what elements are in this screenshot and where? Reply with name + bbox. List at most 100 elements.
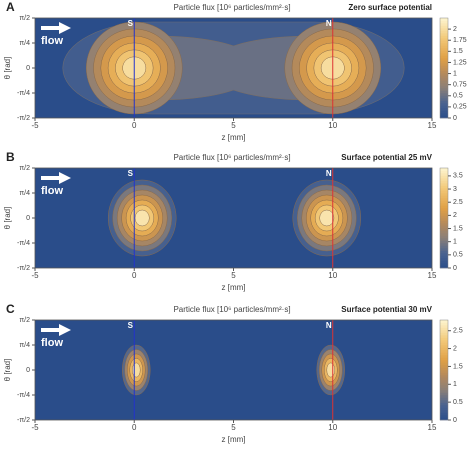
colorbar-tick-label: 1.5: [453, 48, 463, 55]
x-tick-label: 5: [231, 271, 236, 280]
colorbar-segment: [440, 400, 448, 403]
colorbar-segment: [440, 35, 448, 39]
x-tick-label: 15: [428, 423, 437, 432]
colorbar-segment: [440, 223, 448, 226]
colorbar-segment: [440, 377, 448, 381]
colorbar-tick-label: 3: [453, 186, 457, 193]
chart-title: Particle flux [10⁶ particles/mm²·s]: [173, 305, 290, 314]
colorbar-tick-label: 1: [453, 239, 457, 246]
colorbar-segment: [440, 345, 448, 348]
colorbar-segment: [440, 25, 448, 29]
colorbar-segment: [440, 335, 448, 338]
magnet-label: S: [128, 169, 134, 178]
colorbar-tick-label: 1.75: [453, 37, 467, 44]
colorbar-segment: [440, 85, 448, 89]
x-axis-label: z [mm]: [222, 133, 246, 142]
plot-area: [35, 168, 432, 268]
plot-area: [35, 18, 432, 118]
x-axis-label: z [mm]: [222, 283, 246, 292]
colorbar-tick-label: 0.5: [453, 399, 463, 406]
colorbar-segment: [440, 205, 448, 209]
colorbar-segment: [440, 190, 448, 194]
colorbar-segment: [440, 258, 448, 261]
contour-level: [131, 362, 141, 378]
panel-label: A: [6, 0, 15, 14]
x-tick-label: 15: [428, 121, 437, 130]
magnet-label: N: [326, 19, 332, 28]
colorbar-segment: [440, 93, 448, 96]
x-tick-label: 5: [231, 121, 236, 130]
colorbar-segment: [440, 265, 448, 269]
colorbar-segment: [440, 20, 448, 24]
magnet-label: N: [326, 321, 332, 330]
colorbar-segment: [440, 235, 448, 239]
chart-title: Particle flux [10⁶ particles/mm²·s]: [173, 3, 290, 12]
colorbar-segment: [440, 402, 448, 406]
colorbar-segment: [440, 40, 448, 44]
colorbar-segment: [440, 80, 448, 84]
colorbar-frame: [439, 167, 449, 269]
colorbar-segment: [440, 215, 448, 219]
colorbar-segment: [440, 347, 448, 351]
colorbar-segment: [440, 220, 448, 224]
y-tick-label: -π/4: [17, 90, 30, 97]
colorbar-tick-label: 0: [453, 417, 457, 424]
colorbar-tick-label: 1.5: [453, 363, 463, 370]
colorbar-segment: [440, 365, 448, 368]
colorbar-segment: [440, 38, 448, 41]
background-level: [35, 320, 432, 420]
colorbar-segment: [440, 200, 448, 204]
panel-label: B: [6, 150, 15, 164]
colorbar-segment: [440, 210, 448, 214]
y-tick-label: -π/2: [17, 115, 30, 122]
magnet-label: N: [326, 169, 332, 178]
flow-label: flow: [41, 35, 63, 47]
colorbar-segment: [440, 50, 448, 54]
colorbar-segment: [440, 100, 448, 104]
colorbar-tick-label: 2.5: [453, 328, 463, 335]
colorbar-segment: [440, 208, 448, 211]
colorbar-segment: [440, 253, 448, 256]
colorbar-segment: [440, 412, 448, 416]
colorbar-segment: [440, 183, 448, 186]
panel-label: C: [6, 302, 15, 316]
x-tick-label: -5: [31, 423, 39, 432]
colorbar-segment: [440, 185, 448, 189]
y-tick-label: -π/4: [17, 240, 30, 247]
colorbar-segment: [440, 180, 448, 184]
colorbar-segment: [440, 355, 448, 358]
colorbar-segment: [440, 255, 448, 259]
colorbar-segment: [440, 243, 448, 246]
colorbar-tick-label: 0.75: [453, 82, 467, 89]
colorbar-segment: [440, 360, 448, 363]
colorbar-segment: [440, 75, 448, 79]
colorbar-segment: [440, 240, 448, 244]
colorbar-tick-label: 0: [453, 265, 457, 272]
colorbar-segment: [440, 238, 448, 241]
colorbar-segment: [440, 417, 448, 421]
colorbar-segment: [440, 415, 448, 418]
colorbar-tick-label: 2.5: [453, 199, 463, 206]
chart-title: Particle flux [10⁶ particles/mm²·s]: [173, 153, 290, 162]
colorbar-segment: [440, 108, 448, 111]
y-tick-label: -π/2: [17, 265, 30, 272]
colorbar-tick-label: 2: [453, 26, 457, 33]
colorbar-tick-label: 1: [453, 70, 457, 77]
colorbar-segment: [440, 60, 448, 64]
colorbar-tick-label: 1.5: [453, 225, 463, 232]
colorbar-frame: [439, 17, 449, 119]
chart-subtitle: Zero surface potential: [348, 3, 432, 12]
colorbar-segment: [440, 90, 448, 94]
colorbar-segment: [440, 263, 448, 266]
colorbar-segment: [440, 30, 448, 34]
colorbar-segment: [440, 23, 448, 26]
colorbar-segment: [440, 173, 448, 176]
colorbar-segment: [440, 397, 448, 401]
colorbar-segment: [440, 260, 448, 264]
colorbar-segment: [440, 55, 448, 59]
colorbar-segment: [440, 340, 448, 343]
flow-label: flow: [41, 337, 63, 349]
y-axis-label: θ [rad]: [3, 207, 12, 230]
colorbar-segment: [440, 195, 448, 199]
